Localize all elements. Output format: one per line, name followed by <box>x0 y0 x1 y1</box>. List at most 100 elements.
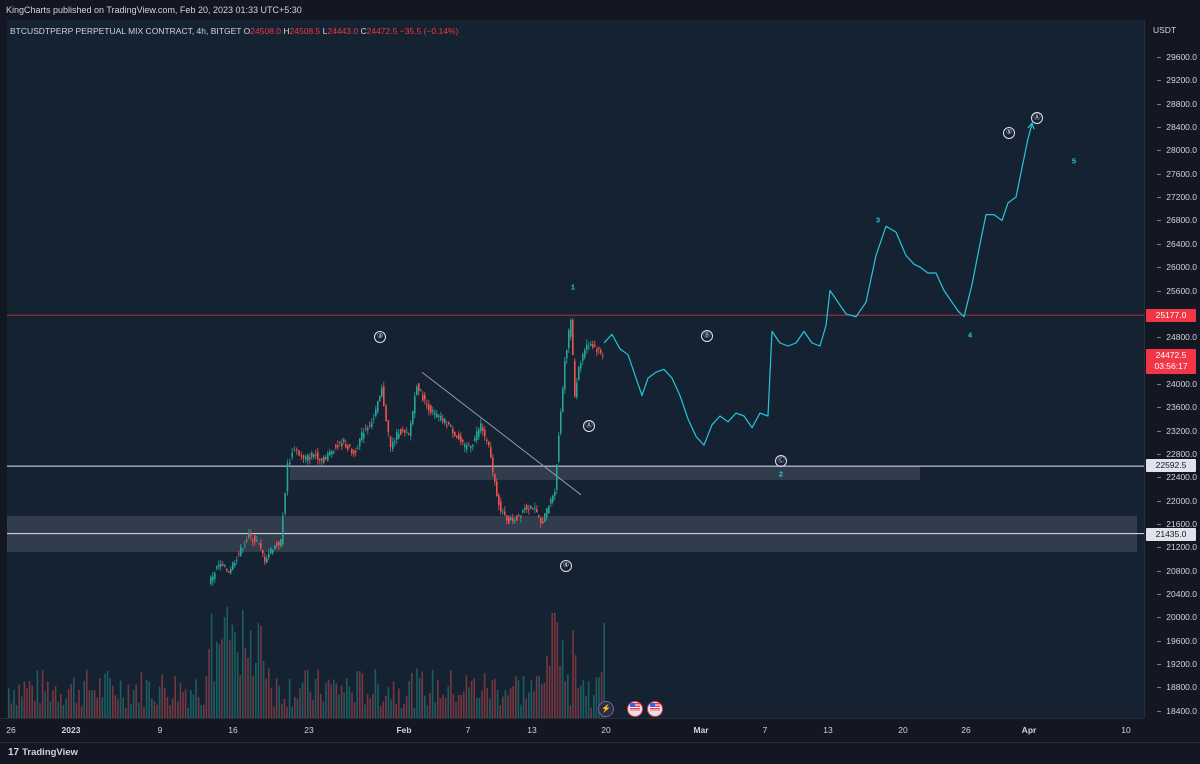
volume-bar <box>598 677 600 718</box>
volume-bar <box>106 670 109 718</box>
candle-body <box>307 455 309 461</box>
candle-body <box>444 419 446 423</box>
candle-body <box>335 444 337 448</box>
volume-bar <box>257 623 260 718</box>
volume-bar <box>468 687 470 718</box>
volume-bar <box>283 699 286 718</box>
volume-bar <box>112 685 114 718</box>
candle-body <box>512 518 514 521</box>
volume-bar <box>96 697 98 718</box>
symbol-legend: BTCUSDTPERP PERPETUAL MIX CONTRACT, 4h, … <box>10 26 458 36</box>
price-tick: 20400.0 <box>1157 589 1197 600</box>
volume-bar <box>148 681 150 718</box>
lightning-icon[interactable]: ⚡ <box>598 701 614 717</box>
candle-body <box>268 553 270 558</box>
candle-body <box>440 415 442 420</box>
candle-body <box>462 439 464 442</box>
candle-body <box>353 450 355 454</box>
volume-bar <box>127 684 130 718</box>
wave-3-number: 3 <box>875 215 881 225</box>
candle-body <box>516 515 518 521</box>
volume-bar <box>281 703 283 718</box>
candle-body <box>526 505 528 510</box>
volume-bar <box>23 681 26 718</box>
time-tick: 9 <box>157 725 163 735</box>
volume-bar <box>138 702 140 718</box>
price-tick: 20000.0 <box>1157 612 1197 623</box>
candle-body <box>232 562 234 570</box>
candle-body <box>302 455 305 459</box>
level-red-label: 25177.0 <box>1146 309 1196 322</box>
volume-bar <box>255 663 257 718</box>
volume-bar <box>231 624 234 718</box>
us-flag-icon[interactable] <box>627 701 643 717</box>
candle-body <box>560 412 562 434</box>
volume-bar <box>286 706 288 718</box>
volume-bar <box>559 665 561 718</box>
candle-body <box>592 344 594 348</box>
candle-body <box>339 441 341 443</box>
volume-bar <box>158 686 161 718</box>
tradingview-logo[interactable]: 17 TradingView <box>8 747 78 758</box>
volume-bar <box>312 699 314 718</box>
level-white2-label: 21435.0 <box>1146 528 1196 541</box>
time-tick: 13 <box>527 725 537 735</box>
candle-body <box>486 439 488 441</box>
candle-body <box>600 349 602 353</box>
candle-body <box>478 429 480 437</box>
volume-bar <box>377 683 379 718</box>
chart-pane[interactable] <box>7 20 1144 718</box>
volume-bar <box>574 655 577 718</box>
us-flag-icon[interactable] <box>647 701 663 717</box>
candle-body <box>574 360 576 397</box>
candle-body <box>582 353 584 361</box>
volume-bar <box>247 657 249 718</box>
candle-body <box>466 445 468 450</box>
time-tick: 26 <box>6 725 16 735</box>
volume-bar <box>171 698 174 718</box>
time-axis[interactable]: 26 2023 9 16 23 Feb 7 13 20 Mar 7 13 20 26 Apr 10 <box>0 718 1144 743</box>
volume-bar <box>70 683 72 718</box>
candle-body <box>602 355 604 357</box>
time-tick: Mar <box>693 725 709 735</box>
candle-body <box>454 432 456 437</box>
volume-bar <box>13 690 15 718</box>
candle-body <box>594 344 596 347</box>
volume-bar <box>561 640 564 718</box>
candle-body <box>436 414 438 418</box>
volume-bar <box>187 707 189 718</box>
candle-body <box>284 493 286 514</box>
candle-body <box>528 509 530 511</box>
candle-body <box>389 436 392 447</box>
volume-bar <box>577 688 579 718</box>
candle-body <box>250 533 252 536</box>
volume-bar <box>600 672 603 718</box>
price-tick: 28000.0 <box>1157 145 1197 156</box>
price-tick: 21200.0 <box>1157 542 1197 553</box>
volume-bar <box>57 701 59 718</box>
candle-body <box>345 444 347 448</box>
chart-canvas[interactable] <box>7 20 1144 718</box>
wave-4-label: ④ <box>560 560 572 572</box>
wave-3-label: ③ <box>374 331 386 343</box>
wave-5-number: 5 <box>1071 156 1077 166</box>
candle-body <box>492 457 494 473</box>
candle-body <box>214 573 216 579</box>
volume-bar <box>21 696 23 718</box>
price-axis[interactable]: USDT 29600.0 29200.0 28800.0 28400.0 28000.0… <box>1144 20 1200 718</box>
volume-bar <box>424 695 426 718</box>
candle-body <box>337 445 339 448</box>
candle-body <box>562 388 564 413</box>
candle-body <box>381 387 383 397</box>
volume-bar <box>236 652 239 718</box>
candle-body <box>408 433 410 435</box>
volume-bar <box>174 676 176 718</box>
volume-bar <box>507 695 509 718</box>
price-tick: 27600.0 <box>1157 168 1197 179</box>
volume-bar <box>543 682 546 718</box>
candle-body <box>369 425 371 427</box>
volume-bar <box>166 696 169 718</box>
price-unit: USDT <box>1153 25 1177 35</box>
candle-body <box>222 564 224 566</box>
candle-body <box>238 553 240 555</box>
